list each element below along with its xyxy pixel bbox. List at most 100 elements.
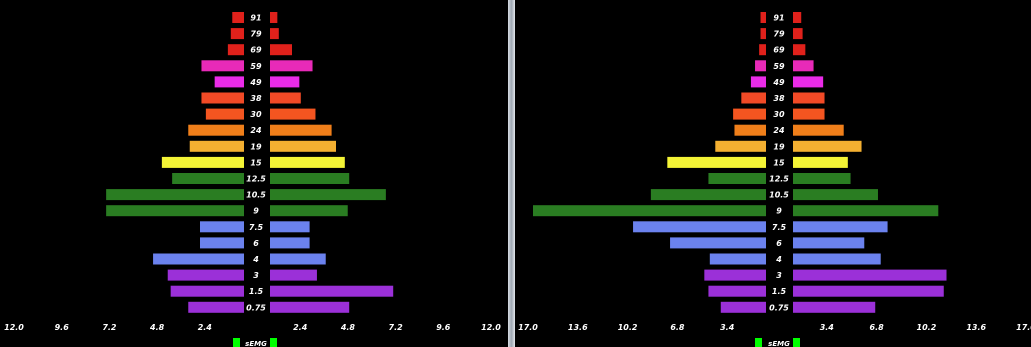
bar-right-4 xyxy=(793,253,881,265)
category-label: 12.5 xyxy=(769,175,789,184)
bar-right-38 xyxy=(793,92,825,104)
category-label: 12.5 xyxy=(246,175,266,184)
bar-left-79 xyxy=(230,28,244,40)
category-label: 9 xyxy=(253,207,259,216)
category-label: 3 xyxy=(776,271,782,280)
bar-left-0.75 xyxy=(720,301,766,313)
x-tick-label: 3.4 xyxy=(720,323,735,332)
panel-splitter[interactable] xyxy=(508,0,515,347)
bar-right-9 xyxy=(793,205,939,217)
bar-left-19 xyxy=(715,140,766,152)
bar-right-24 xyxy=(793,124,844,136)
x-tick-label: 4.8 xyxy=(149,323,165,332)
category-label: 49 xyxy=(249,78,262,87)
category-label: 3 xyxy=(253,271,259,280)
bar-right-10.5 xyxy=(270,189,386,201)
bar-right-3 xyxy=(270,269,317,281)
x-axis-label: sEMG xyxy=(768,340,790,347)
category-label: 30 xyxy=(250,110,262,119)
category-label: 19 xyxy=(773,142,785,151)
bar-left-10.5 xyxy=(106,189,244,201)
category-label: 24 xyxy=(250,126,262,135)
bar-right-4 xyxy=(270,253,326,265)
bar-left-79 xyxy=(760,28,766,40)
category-label: 79 xyxy=(250,30,262,39)
x-tick-label: 2.4 xyxy=(198,323,213,332)
category-label: 79 xyxy=(773,30,785,39)
category-label: 49 xyxy=(772,78,785,87)
bar-right-9 xyxy=(270,205,348,217)
bar-right-91 xyxy=(793,12,802,23)
marker-left-indicator xyxy=(233,338,240,347)
x-tick-label: 7.2 xyxy=(102,323,117,332)
bar-left-9 xyxy=(106,205,244,217)
bar-right-49 xyxy=(270,76,300,88)
bar-right-30 xyxy=(793,108,825,120)
bar-left-12.5 xyxy=(708,173,766,184)
bar-left-10.5 xyxy=(650,189,766,201)
bar-right-1.5 xyxy=(793,285,944,297)
bar-left-49 xyxy=(750,76,766,88)
category-label: 7.5 xyxy=(249,223,264,232)
bar-right-69 xyxy=(270,44,292,56)
x-tick-label: 7.2 xyxy=(389,323,404,332)
bar-left-6 xyxy=(200,237,244,249)
bar-left-59 xyxy=(201,60,244,72)
bar-right-59 xyxy=(793,60,814,72)
chart-panel-1: 0.75 1.5 3 4 6 7.5 9 10.5 12.5 15 19 24 30 38 49 59 69 79… xyxy=(4,12,501,347)
bar-right-1.5 xyxy=(270,285,394,297)
category-label: 1.5 xyxy=(249,287,264,296)
bar-right-19 xyxy=(793,140,862,152)
chart-panel-2: 0.75 1.5 3 4 6 7.5 9 10.5 12.5 15 19 24 30 38 49 59 69 79… xyxy=(518,12,1031,347)
bar-right-7.5 xyxy=(793,221,888,233)
bar-left-0.75 xyxy=(188,301,244,313)
bar-right-59 xyxy=(270,60,313,72)
bar-left-91 xyxy=(760,12,766,23)
x-tick-label: 12.0 xyxy=(4,323,24,332)
bar-left-3 xyxy=(167,269,244,281)
category-label: 91 xyxy=(773,14,784,23)
bar-right-0.75 xyxy=(270,301,350,313)
category-label: 0.75 xyxy=(769,303,789,312)
bar-right-30 xyxy=(270,108,316,120)
x-tick-label: 4.8 xyxy=(340,323,356,332)
category-label: 24 xyxy=(773,126,785,135)
bar-left-49 xyxy=(214,76,244,88)
bar-right-12.5 xyxy=(793,173,851,184)
x-tick-label: 13.6 xyxy=(966,323,986,332)
bar-left-30 xyxy=(205,108,244,120)
bar-right-79 xyxy=(270,28,279,40)
x-tick-label: 3.4 xyxy=(820,323,835,332)
x-tick-label: 2.4 xyxy=(293,323,308,332)
category-label: 15 xyxy=(773,158,785,167)
x-axis-label: sEMG xyxy=(245,340,267,347)
category-label: 6 xyxy=(253,239,259,248)
bar-right-7.5 xyxy=(270,221,310,233)
x-tick-label: 6.8 xyxy=(670,323,685,332)
x-tick-label: 13.6 xyxy=(568,323,588,332)
category-label: 59 xyxy=(250,62,262,71)
bar-right-0.75 xyxy=(793,301,876,313)
category-label: 91 xyxy=(250,14,261,23)
bar-left-7.5 xyxy=(200,221,244,233)
bar-right-19 xyxy=(270,140,336,152)
x-tick-label: 17.0 xyxy=(518,323,538,332)
x-tick-label: 10.2 xyxy=(618,323,638,332)
bar-right-69 xyxy=(793,44,806,56)
category-label: 69 xyxy=(250,46,262,55)
bar-left-4 xyxy=(709,253,766,265)
category-label: 4 xyxy=(775,255,782,264)
bar-left-7.5 xyxy=(633,221,766,233)
bar-left-6 xyxy=(670,237,766,249)
bar-left-24 xyxy=(188,124,244,136)
bar-left-38 xyxy=(741,92,766,104)
x-tick-label: 12.0 xyxy=(481,323,501,332)
bar-right-49 xyxy=(793,76,824,88)
bar-right-10.5 xyxy=(793,189,878,201)
bar-left-69 xyxy=(759,44,766,56)
marker-right-indicator xyxy=(793,338,800,347)
x-tick-label: 9.6 xyxy=(55,323,70,332)
category-label: 4 xyxy=(252,255,259,264)
